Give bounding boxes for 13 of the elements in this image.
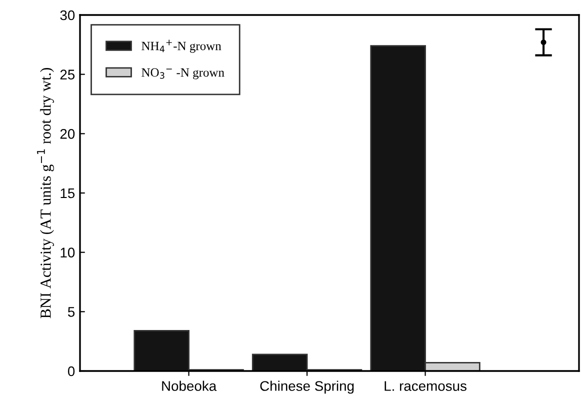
y-tick-label: 20 (60, 129, 75, 139)
y-tick-label: 15 (60, 188, 75, 198)
y-tick-label: 10 (60, 248, 75, 258)
x-tick-label: L. racemosus (384, 381, 466, 391)
x-tick-label: Nobeoka (162, 380, 217, 391)
y-tick-label: 5 (68, 307, 75, 317)
y-tick-label: 30 (60, 10, 75, 20)
y-axis-title: BNI Activity (AT units g$^{−1}$ root dry wt.) (37, 68, 54, 318)
y-tick-label: 25 (60, 70, 75, 80)
x-tick-label: Chinese Spring (260, 380, 354, 394)
legend-label: NO$_{3}$$^{−}$ -N grown (142, 68, 224, 80)
legend-label: NH$_{4}$$^{+}$-N grown (142, 40, 222, 53)
y-tick-label: 0 (68, 366, 75, 376)
